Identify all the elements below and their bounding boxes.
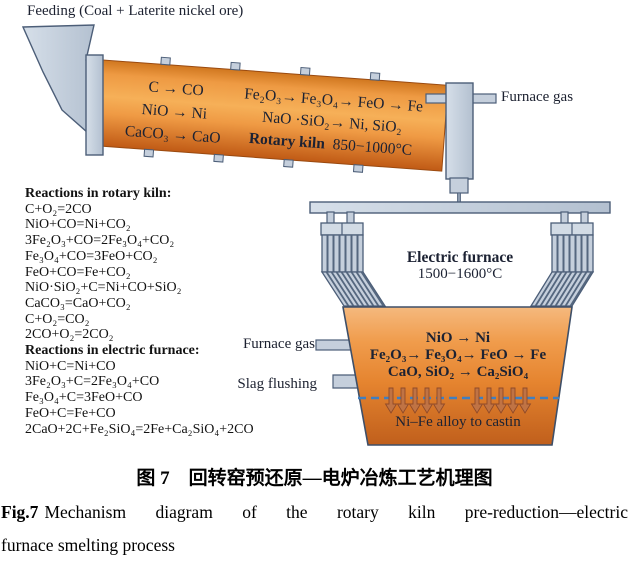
furnace-top-plate [309,201,611,214]
furnace-line: NiO → Ni [425,330,491,346]
alloy-output-label: Ni–Fe alloy to castin [395,414,521,430]
kiln-name-label: Rotary kiln [248,129,326,153]
reaction-line: 2CaO+2C+Fe₂SiO₄=2Fe+Ca₂SiO₄+2CO [25,421,254,437]
kiln-temperature: 850−1000°C [332,136,413,159]
reaction-line: NiO+CO=Ni+CO₂ [25,217,131,233]
reaction-line: Fe₃O₄+CO=3FeO+CO₂ [25,248,158,264]
discharge-stem [457,192,461,203]
feeding-hopper [21,24,97,142]
reaction-line: 3Fe₂O₃+C=2Fe₃O₄+CO [25,374,160,390]
electric-furnace-label: Electric furnace 1500−1600°C [377,249,543,283]
caption-chinese: 图 7 回转窑预还原—电炉冶炼工艺机理图 [136,468,493,489]
furnace-gas-pipe [315,339,353,351]
kiln-studs [143,56,381,173]
reactions-furnace-header: Reactions in electric furnace: [25,343,200,359]
caption-english-line1: Fig.7 Mechanism diagram of the rotary kil… [1,502,628,523]
furnace-gas-label: Furnace gas [242,336,315,352]
caption-fig-number: Fig.7 [1,502,39,522]
reaction-line: FeO+CO=Fe+CO₂ [25,264,131,280]
furnace-line: Fe₂O₃→ Fe₃O₄→ FeO → Fe [369,347,547,364]
kiln-furnace-gas-label: Furnace gas [501,89,574,105]
reactions-list: Reactions in rotary kiln: C+O₂=2CO NiO+C… [25,186,254,437]
reactions-kiln-header: Reactions in rotary kiln: [25,186,172,201]
reaction-line: Fe₃O₄+C=3FeO+CO [25,390,143,406]
kiln-feed-end-plate [85,54,104,156]
slag-flushing-label: Slag flushing [237,376,317,392]
reaction-line: NiO·SiO₂+C=Ni+CO+SiO₂ [25,280,182,296]
process-diagram [21,24,611,446]
rotary-kiln-body [96,56,449,173]
electrode-left [320,211,387,307]
kiln-reaction-summary-right: Fe₂O₃→ Fe₃O₄→ FeO → Fe NaO ·SiO₂→ Ni, Si… [237,83,427,162]
reaction-line: NiO+C=Ni+CO [25,358,116,374]
furnace-line: CaO, SiO₂ → Ca₂SiO₄ [387,364,529,381]
reaction-line: FeO+C=Fe+CO [25,405,116,421]
electrode-right [529,211,595,307]
kiln-reaction-summary-left: C → CO NiO → Ni CaCO₃ → CaO [109,73,240,151]
feeding-label: Feeding (Coal + Laterite nickel ore) [27,3,244,19]
furnace-interior-reactions: NiO → Ni Fe₂O₃→ Fe₃O₄→ FeO → Fe CaO, SiO… [352,330,564,382]
reaction-line: CaCO₃=CaO+CO₂ [25,295,131,311]
kiln-discharge-column [445,82,474,180]
discharge-funnel [449,177,469,194]
reaction-line: 3Fe₂O₃+CO=2Fe₃O₄+CO₂ [25,233,175,249]
electric-furnace-name: Electric furnace [406,249,514,266]
reaction-line: 2CO+O₂=2CO₂ [25,327,114,343]
electric-furnace-temperature: 1500−1600°C [417,266,503,282]
reaction-line: C+O₂=2CO [25,201,92,217]
caption-english-line2: furnace smelting process [1,535,175,555]
reaction-line: C+O₂=CO₂ [25,311,90,327]
caption-text: Mechanism diagram of the rotary kiln pre… [44,502,628,522]
